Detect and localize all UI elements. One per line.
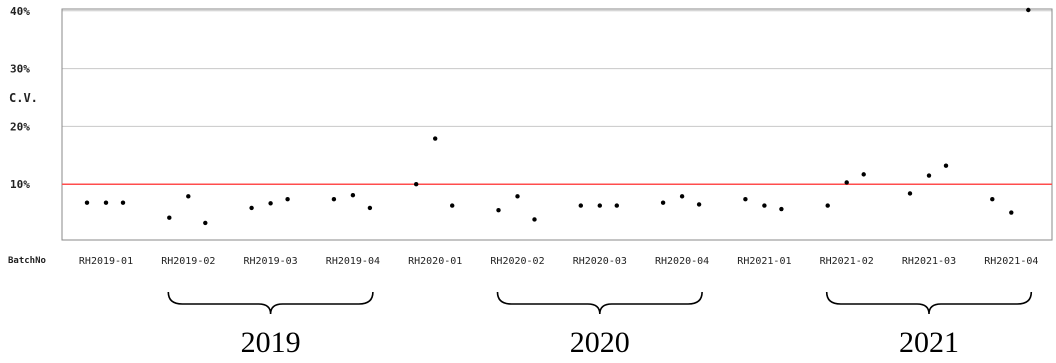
data-point — [414, 182, 419, 187]
data-point — [203, 220, 208, 226]
y-axis-label: C.V. — [9, 91, 38, 105]
data-point — [597, 203, 602, 208]
x-tick-label: RH2020-01 — [408, 256, 462, 267]
data-point — [844, 180, 849, 185]
data-point — [103, 200, 109, 205]
year-groups: 2019 2020 2021 — [167, 291, 1033, 359]
data-point — [120, 200, 126, 205]
year-brace — [167, 291, 374, 315]
y-tick-label: 30% — [10, 63, 30, 76]
data-point — [167, 215, 172, 220]
year-label: 2019 — [241, 326, 301, 359]
x-tick-label: RH2020-02 — [490, 256, 544, 267]
y-tick-label: 40% — [10, 5, 30, 18]
x-tick-label: RH2019-01 — [79, 256, 133, 267]
data-point — [907, 191, 913, 196]
data-point — [496, 208, 501, 213]
data-point — [350, 192, 356, 198]
data-point — [943, 163, 949, 168]
data-point — [825, 203, 830, 208]
data-point — [578, 203, 583, 208]
x-axis-label: BatchNo — [8, 256, 46, 266]
data-point — [926, 173, 932, 178]
data-point — [1026, 7, 1031, 13]
data-point — [450, 203, 455, 208]
data-points — [84, 7, 1031, 226]
x-tick-label: RH2021-03 — [902, 256, 956, 267]
y-tick-label: 20% — [10, 120, 30, 133]
x-tick-label: RH2021-04 — [984, 256, 1038, 267]
data-point — [990, 197, 995, 202]
x-tick-label: RH2019-03 — [244, 256, 298, 267]
grid-lines — [62, 10, 1052, 127]
data-point — [186, 194, 191, 199]
data-point — [367, 205, 373, 211]
data-point — [743, 197, 748, 202]
data-point — [861, 172, 866, 177]
data-point — [433, 136, 438, 141]
data-point — [268, 201, 273, 206]
data-point — [84, 200, 90, 205]
data-point — [331, 197, 337, 202]
data-point — [1009, 210, 1014, 215]
year-label: 2020 — [570, 326, 630, 359]
data-point — [285, 197, 290, 202]
data-point — [660, 200, 666, 205]
x-tick-label: RH2019-04 — [326, 256, 380, 267]
x-tick-labels: RH2019-01 RH2019-02 RH2019-03 RH2019-04 RH20… — [79, 256, 1038, 267]
data-point — [779, 206, 784, 212]
x-tick-label: RH2021-02 — [820, 256, 874, 267]
data-point — [249, 205, 254, 211]
x-tick-label: RH2020-03 — [573, 256, 627, 267]
data-point — [532, 217, 537, 222]
data-point — [679, 194, 685, 199]
y-tick-labels: 10% 20% 30% 40% — [10, 5, 30, 191]
data-point — [696, 202, 702, 207]
x-tick-label: RH2020-04 — [655, 256, 709, 267]
year-brace — [496, 291, 703, 315]
data-point — [614, 203, 619, 208]
y-tick-label: 10% — [10, 178, 30, 191]
year-brace — [825, 291, 1033, 315]
x-tick-label: RH2019-02 — [161, 256, 215, 267]
data-point — [762, 203, 767, 208]
plot-frame — [61, 8, 1053, 241]
x-tick-label: RH2021-01 — [737, 256, 791, 267]
year-label: 2021 — [899, 326, 959, 359]
data-point — [515, 194, 520, 199]
